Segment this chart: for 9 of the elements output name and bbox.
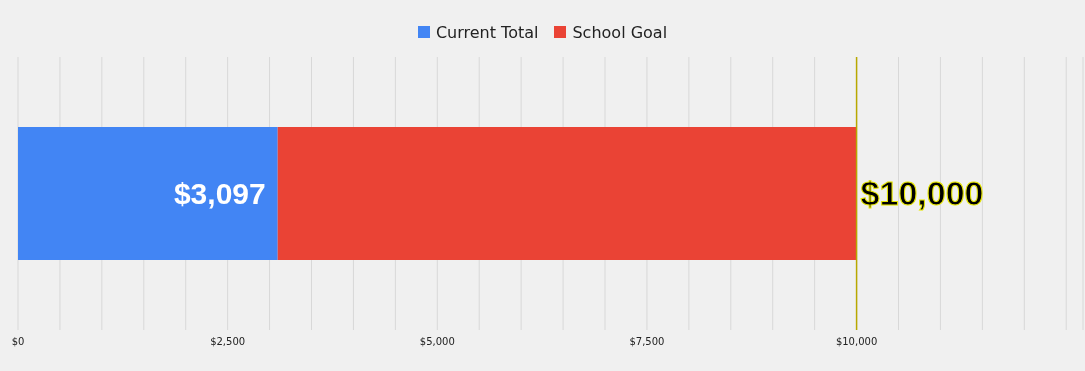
x-tick-label: $10,000 [835, 336, 878, 348]
x-tick-label: $0 [11, 336, 25, 348]
data-label: $3,097 [173, 177, 266, 210]
x-tick-label: $2,500 [210, 336, 246, 348]
legend-label: Current Total [434, 22, 539, 42]
legend-label: School Goal [571, 22, 668, 42]
total-label: $10,000 [860, 174, 984, 213]
x-tick-label: $5,000 [419, 336, 455, 348]
x-tick-label: $7,500 [629, 336, 665, 348]
